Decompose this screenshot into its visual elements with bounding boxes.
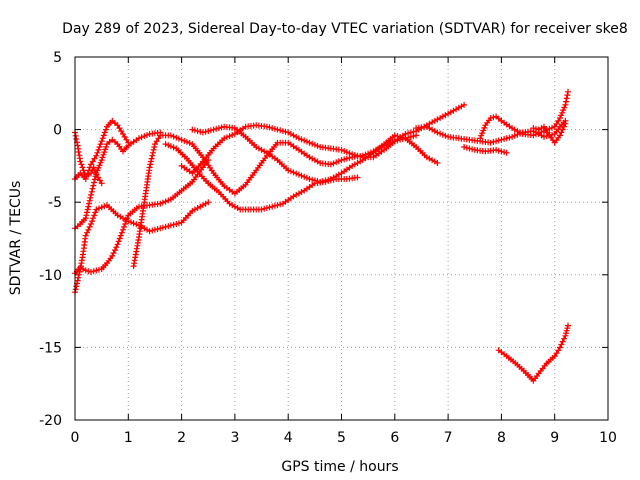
x-tick-label: 6 (390, 430, 399, 446)
series-sat-a (72, 157, 212, 277)
y-tick-label: -10 (39, 268, 62, 284)
x-tick-label: 7 (444, 430, 453, 446)
series-sat-k (477, 88, 571, 142)
x-tick-label: 0 (71, 430, 80, 446)
y-tick-label: -15 (39, 340, 62, 356)
series-sat-i (189, 123, 441, 185)
x-tick-label: 10 (599, 430, 617, 446)
axis-ticks: 0 1 2 3 4 5 6 7 8 9 10 -20 -15 -10 -5 0 5 (39, 50, 617, 446)
x-tick-label: 2 (177, 430, 186, 446)
series-markers (530, 120, 569, 146)
chart-title: Day 289 of 2023, Sidereal Day-to-day VTE… (62, 21, 628, 37)
series-sat-l (461, 144, 510, 156)
x-tick-label: 1 (124, 430, 133, 446)
x-tick-label: 4 (284, 430, 293, 446)
plot-frame (74, 56, 609, 421)
x-tick-label: 9 (550, 430, 559, 446)
series-markers (495, 322, 571, 384)
data-series (72, 88, 571, 384)
x-tick-label: 5 (337, 430, 346, 446)
series-sat-f (130, 132, 420, 270)
x-axis-label: GPS time / hours (281, 459, 398, 475)
series-markers (189, 123, 441, 185)
series-markers (461, 144, 510, 156)
x-tick-label: 3 (230, 430, 239, 446)
x-tick-label: 8 (497, 430, 506, 446)
y-tick-label: 5 (53, 50, 62, 66)
y-tick-label: -20 (39, 413, 62, 429)
series-markers (477, 88, 571, 142)
series-sat-n (530, 120, 569, 146)
y-axis-label: SDTVAR / TECUs (8, 181, 24, 296)
series-sat-m (495, 322, 571, 384)
y-tick-label: -5 (48, 195, 62, 211)
y-tick-label: 0 (53, 123, 62, 139)
